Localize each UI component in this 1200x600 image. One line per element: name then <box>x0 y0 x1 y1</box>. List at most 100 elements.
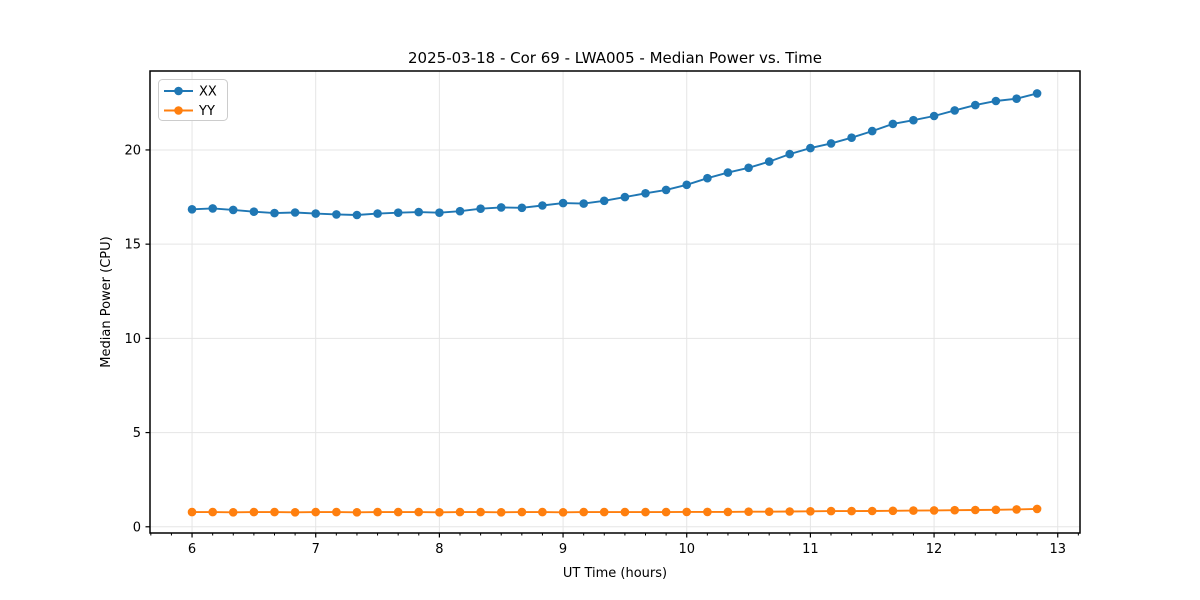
data-point-marker <box>682 507 691 517</box>
data-point-marker <box>414 207 424 217</box>
x-tick-label: 8 <box>435 542 443 557</box>
data-point-marker <box>496 508 506 517</box>
data-point-marker <box>476 204 485 213</box>
legend: XX YY <box>158 79 228 121</box>
data-point-marker <box>888 119 898 129</box>
legend-marker-YY <box>174 106 183 115</box>
data-point-marker <box>806 507 815 516</box>
data-point-marker <box>517 203 527 213</box>
data-point-marker <box>228 508 238 517</box>
axes-frame <box>149 70 1081 534</box>
y-tick-label: 10 <box>124 332 141 347</box>
data-point-marker <box>538 507 547 517</box>
data-point-marker <box>352 508 362 517</box>
data-point-marker <box>290 208 300 217</box>
x-tick-label: 13 <box>1049 542 1066 557</box>
data-point-marker <box>909 506 918 515</box>
x-axis-label: UT Time (hours) <box>563 566 667 581</box>
data-point-marker <box>847 506 856 516</box>
x-tick-label: 12 <box>926 542 943 557</box>
legend-item-XX: XX <box>164 85 217 100</box>
data-point-marker <box>373 507 382 517</box>
data-point-marker <box>847 133 856 142</box>
x-tick-label: 7 <box>312 542 320 557</box>
data-point-marker <box>806 143 815 153</box>
data-point-marker <box>661 185 671 195</box>
data-point-marker <box>270 208 279 218</box>
series-XX-markers <box>187 89 1042 220</box>
legend-box <box>158 79 228 121</box>
data-point-marker <box>971 505 980 515</box>
data-point-marker <box>599 196 609 206</box>
data-point-marker <box>826 506 836 516</box>
data-point-marker <box>867 506 877 516</box>
data-point-marker <box>332 507 341 517</box>
data-point-marker <box>991 96 1001 106</box>
data-point-marker <box>991 505 1001 515</box>
y-tick-label: 5 <box>133 426 141 441</box>
data-point-marker <box>414 507 424 517</box>
data-point-marker <box>764 157 774 166</box>
data-point-marker <box>352 210 362 220</box>
x-tick-label: 6 <box>188 542 196 557</box>
data-point-marker <box>826 139 836 148</box>
data-point-marker <box>187 507 197 517</box>
legend-label-YY: YY <box>198 104 215 119</box>
data-point-marker <box>208 204 217 213</box>
data-point-marker <box>641 507 650 517</box>
x-tick-label: 9 <box>559 542 567 557</box>
data-point-marker <box>661 507 671 517</box>
data-point-marker <box>744 163 753 173</box>
data-point-marker <box>599 507 609 517</box>
chart-title: 2025-03-18 - Cor 69 - LWA005 - Median Po… <box>408 49 822 67</box>
series-XX-line <box>191 92 1038 216</box>
data-point-marker <box>703 173 712 183</box>
data-point-marker <box>208 507 217 517</box>
legend-marker-XX <box>174 86 183 96</box>
tick-layer: 6 7 8 9 10 11 12 13 0 5 10 15 20 <box>124 143 1079 557</box>
legend-label-XX: XX <box>199 85 217 100</box>
data-point-marker <box>249 507 259 517</box>
x-tick-label: 10 <box>678 542 695 557</box>
y-tick-label: 20 <box>124 143 141 158</box>
data-point-marker <box>270 507 279 517</box>
data-point-marker <box>373 209 382 218</box>
series-layer <box>187 89 1042 517</box>
data-point-marker <box>290 508 300 517</box>
data-point-marker <box>1032 89 1042 98</box>
data-point-marker <box>620 507 630 517</box>
y-tick-label: 0 <box>133 520 141 535</box>
data-point-marker <box>744 507 753 516</box>
data-point-marker <box>579 507 588 517</box>
grid-layer <box>150 71 1080 533</box>
data-point-marker <box>723 168 733 177</box>
data-point-marker <box>909 115 918 125</box>
series-YY-markers <box>187 504 1042 517</box>
y-axis-label: Median Power (CPU) <box>99 236 114 367</box>
data-point-marker <box>393 507 403 517</box>
data-point-marker <box>579 199 588 208</box>
data-point-marker <box>682 180 691 190</box>
data-point-marker <box>228 205 238 215</box>
data-point-marker <box>620 192 630 202</box>
data-point-marker <box>393 208 403 217</box>
data-point-marker <box>558 198 568 208</box>
data-point-marker <box>703 507 712 517</box>
data-point-marker <box>538 201 547 210</box>
data-point-marker <box>929 111 939 121</box>
data-point-marker <box>455 507 465 517</box>
data-point-marker <box>476 507 485 517</box>
data-point-marker <box>888 506 898 516</box>
data-point-marker <box>558 508 568 517</box>
data-point-marker <box>517 507 527 517</box>
data-point-marker <box>971 100 980 110</box>
y-tick-label: 15 <box>124 238 141 253</box>
data-point-marker <box>435 508 444 517</box>
data-point-marker <box>950 106 959 115</box>
data-point-marker <box>332 210 341 219</box>
data-point-marker <box>785 507 794 516</box>
data-point-marker <box>311 209 321 218</box>
data-point-marker <box>764 507 774 516</box>
